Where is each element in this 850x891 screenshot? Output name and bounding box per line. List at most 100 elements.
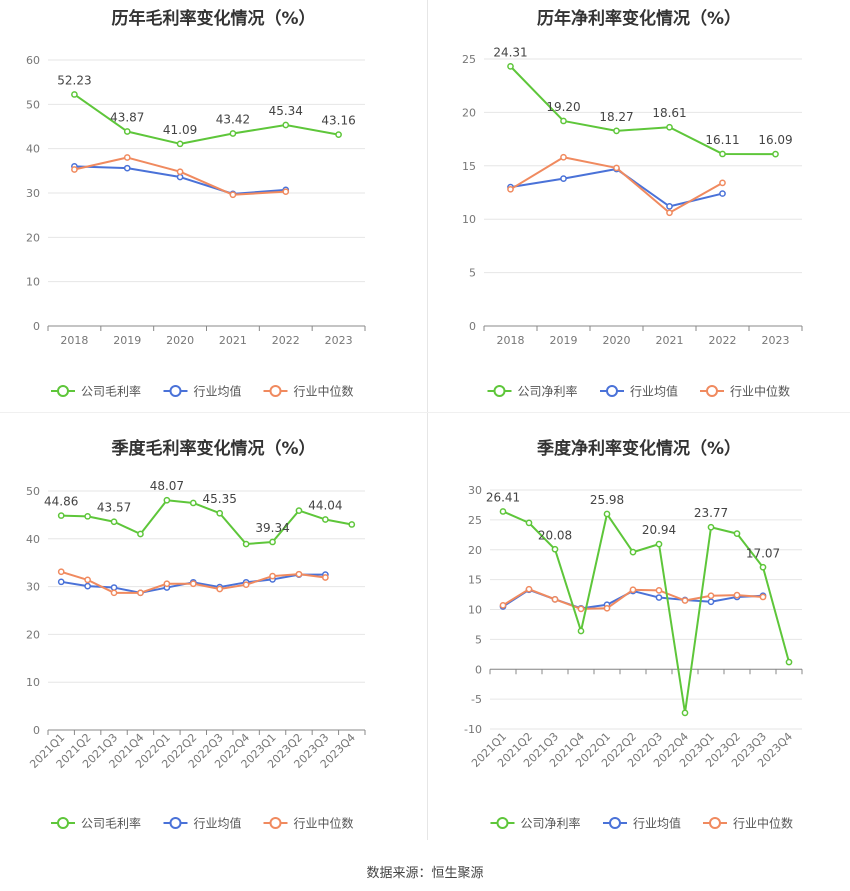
x-tick-label: 2018 [497,334,525,347]
data-point-median [551,595,559,603]
data-point-company [110,518,118,526]
legend-label: 行业中位数 [294,816,354,831]
data-point-company [666,123,673,131]
legend-label: 公司毛利率 [81,816,141,831]
y-tick-label: 10 [26,676,40,689]
data-point-avg [719,190,726,197]
data-point-median [655,587,663,594]
data-label: 23.77 [694,506,728,520]
y-tick-label: 20 [26,231,40,244]
x-tick-label: 2020 [603,334,631,347]
data-point-median [71,166,78,173]
legend-swatch-marker [706,385,718,397]
data-source-note: 数据来源：恒生聚源 [366,866,484,881]
data-point-company [348,521,356,528]
data-label: 41.09 [163,123,197,137]
data-point-median [613,164,620,172]
data-label: 18.61 [652,106,686,120]
data-point-median [176,168,184,176]
series-line-company [73,93,339,145]
chart-plot-group: 0 10 20 30 40 50 60 2018 2019 2020 2021 2022 2023 52.… [26,54,366,399]
data-point-avg [176,173,184,181]
chart-svg: 0 10 20 30 40 50 60 2018 2019 2020 2021 2022 2023 52.… [26,54,366,399]
y-tick-label: 30 [468,484,482,497]
data-point-company [176,140,184,148]
data-label: 24.31 [493,45,527,59]
legend-swatch-marker [709,817,721,829]
chart-panel-annual-gross-margin: 历年毛利率变化情况（%） 0 10 20 30 40 50 60 2018 2019 2020 20… [0,0,427,410]
legend-label: 公司净利率 [518,384,578,399]
x-tick-label: 2018 [60,334,88,347]
data-label: 20.08 [538,528,572,542]
x-tick-label: 2021 [656,334,684,347]
y-tick-label: 20 [468,544,482,557]
y-tick-label: 20 [462,106,476,119]
y-tick-label: 10 [26,276,40,289]
y-tick-label: 20 [26,628,40,641]
data-point-median [163,580,171,588]
data-point-avg [123,164,131,172]
data-label: 44.86 [44,495,78,509]
chart-svg: 0 5 10 15 20 25 2018 2019 2020 2021 2022 2023 24.31 1… [462,45,803,399]
series-line-company [61,499,352,546]
legend-swatch-marker [609,817,621,829]
data-point-median [629,586,637,594]
x-tick-label: 2020 [166,334,194,347]
chart-svg: -10-50510152025302021Q12021Q22021Q32021Q… [464,484,803,831]
data-point-median [229,191,237,199]
data-point-median [242,581,250,589]
data-point-median [269,572,276,580]
data-point-avg [110,584,118,591]
chart-panel-quarterly-net-margin: 季度净利率变化情况（%） -10 -5 0 5 10 15 20 25 30 2021Q1 2021… [428,413,850,843]
data-point-company [577,627,585,635]
data-label: 43.57 [97,501,131,515]
y-tick-label: 5 [475,633,482,646]
data-label: 16.09 [758,133,792,147]
legend-label: 行业中位数 [733,816,793,831]
data-point-median [84,576,91,584]
data-point-company [525,519,533,527]
data-point-median [137,589,144,597]
chart-title: 历年毛利率变化情况（%） [111,9,316,29]
y-tick-label: 30 [26,581,40,594]
data-label: 45.35 [203,492,237,506]
data-label: 25.98 [590,493,624,507]
y-tick-label: 0 [33,320,40,333]
y-tick-label: 40 [26,143,40,156]
data-point-avg [57,578,65,586]
data-point-company [295,507,303,514]
data-point-company [84,512,91,520]
data-label: 52.23 [57,73,91,87]
data-point-company [707,523,715,531]
data-point-company [123,128,131,135]
horizontal-divider [0,412,850,413]
data-label: 16.11 [705,133,739,147]
data-point-median [123,154,131,161]
chart-plot-group: 010203040502021Q12021Q22021Q32021Q42022Q… [26,479,366,831]
x-tick-label: 2019 [550,334,578,347]
data-point-company [335,131,342,139]
data-point-company [322,516,329,523]
data-label: 44.04 [308,498,342,512]
data-point-median [681,597,689,604]
data-point-company [759,563,767,571]
legend-swatch-marker [57,385,69,397]
legend-swatch-marker [493,385,506,397]
legend-swatch-marker [269,385,282,397]
legend-swatch-marker [57,817,69,829]
legend-swatch-marker [606,385,618,397]
x-tick-label: 2023 [325,334,353,347]
data-point-median [759,593,767,601]
legend-label: 公司毛利率 [81,384,141,399]
data-point-company [269,538,276,546]
data-point-company [71,91,78,98]
y-tick-label: 15 [468,574,482,587]
data-point-median [216,585,224,593]
data-point-company [189,499,197,507]
y-tick-label: 0 [475,663,482,676]
data-point-median [110,589,118,597]
y-tick-label: 10 [462,213,476,226]
y-tick-label: 60 [26,54,40,67]
data-label: 43.87 [110,111,144,125]
series-line-company [502,510,790,714]
